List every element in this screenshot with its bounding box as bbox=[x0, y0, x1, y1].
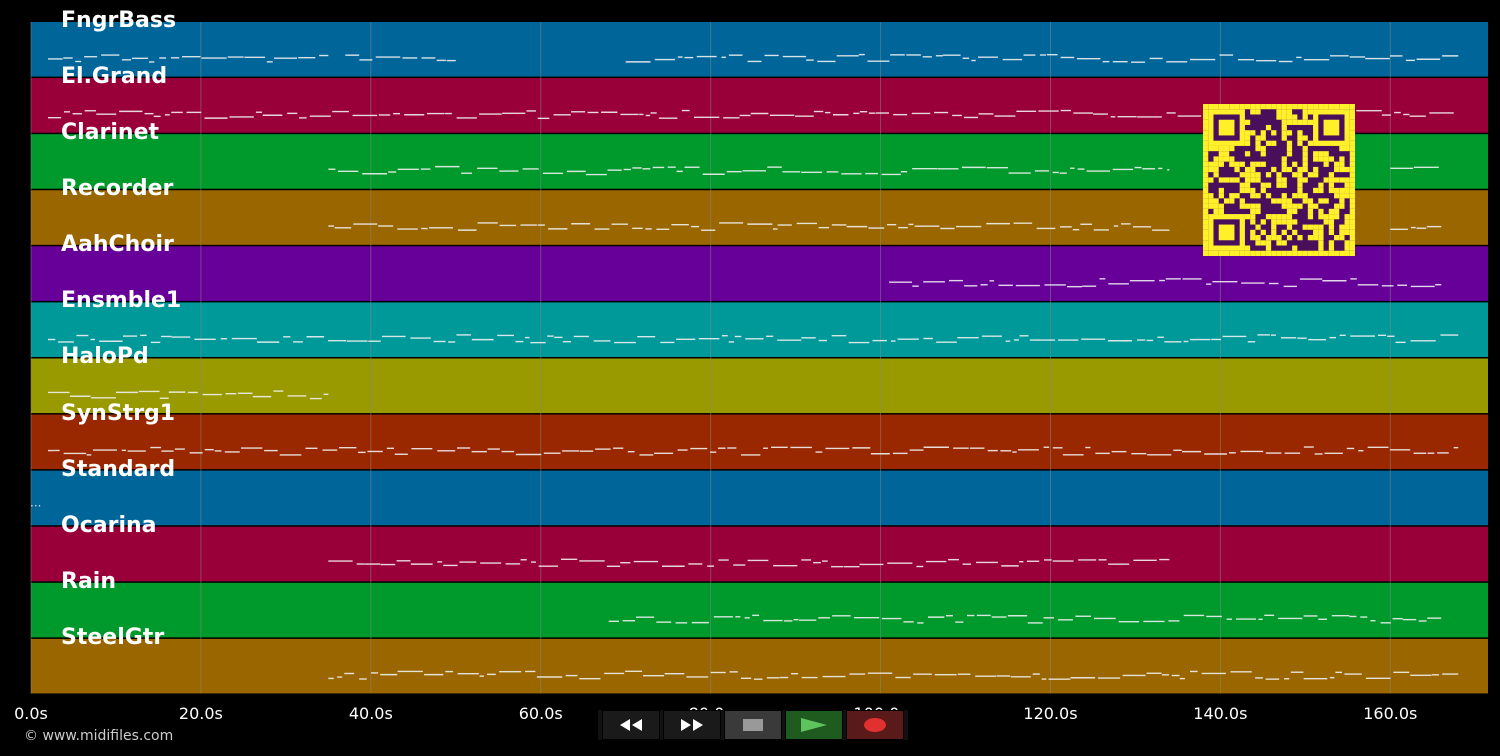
qr-code bbox=[1203, 104, 1355, 256]
time-tick-1: 20.0s bbox=[178, 704, 223, 723]
track-notes-11 bbox=[328, 670, 1459, 680]
track-name-7: SynStrg1 bbox=[61, 400, 176, 426]
rewind-button[interactable] bbox=[602, 710, 660, 740]
transport-controls bbox=[598, 710, 908, 740]
time-tick-0: 0.0s bbox=[14, 704, 48, 723]
time-tick-3: 60.0s bbox=[518, 704, 563, 723]
track-lane-7 bbox=[31, 414, 1488, 470]
copyright-text: © www.midifiles.com bbox=[24, 728, 174, 744]
track-lane-11 bbox=[31, 638, 1488, 694]
track-name-0: FngrBass bbox=[61, 8, 177, 33]
time-tick-6: 120.0s bbox=[1023, 704, 1078, 723]
track-lane-6 bbox=[31, 358, 1488, 414]
lane-marker-text: ... bbox=[30, 496, 41, 510]
track-notes-9 bbox=[328, 558, 1170, 568]
track-lane-0 bbox=[31, 22, 1488, 77]
track-notes-10 bbox=[608, 614, 1442, 624]
track-name-3: Recorder bbox=[61, 176, 174, 202]
track-name-4: AahChoir bbox=[61, 232, 174, 258]
time-tick-7: 140.0s bbox=[1193, 704, 1248, 723]
rewind-icon bbox=[616, 717, 646, 733]
track-notes-2 bbox=[328, 165, 1439, 176]
track-name-5: Ensmble1 bbox=[61, 288, 182, 314]
time-tick-8: 160.0s bbox=[1363, 704, 1418, 723]
track-notes-0 bbox=[47, 53, 1459, 63]
fast-forward-button[interactable] bbox=[663, 710, 721, 740]
track-name-9: Ocarina bbox=[61, 512, 157, 538]
track-notes-4 bbox=[889, 278, 1442, 288]
track-notes-6 bbox=[47, 390, 329, 400]
stop-icon bbox=[741, 717, 765, 733]
track-lane-8 bbox=[31, 470, 1488, 526]
track-name-6: HaloPd bbox=[61, 344, 149, 370]
stop-button[interactable] bbox=[724, 710, 782, 740]
track-lane-10 bbox=[31, 582, 1488, 638]
track-name-1: El.Grand bbox=[61, 64, 168, 90]
track-notes-7 bbox=[47, 446, 1459, 456]
time-tick-2: 40.0s bbox=[348, 704, 393, 723]
track-name-11: SteelGtr bbox=[61, 624, 165, 650]
track-name-8: Standard bbox=[61, 456, 176, 482]
play-button[interactable] bbox=[785, 710, 843, 740]
track-lane-5 bbox=[31, 302, 1488, 357]
track-notes-3 bbox=[328, 222, 1442, 231]
record-button[interactable] bbox=[846, 710, 904, 740]
track-notes-5 bbox=[47, 334, 1459, 344]
record-icon bbox=[862, 716, 888, 734]
play-icon bbox=[799, 716, 829, 734]
track-name-2: Clarinet bbox=[61, 120, 160, 146]
fast-forward-icon bbox=[677, 717, 707, 733]
track-name-10: Rain bbox=[61, 568, 116, 594]
track-lane-9 bbox=[31, 526, 1488, 582]
